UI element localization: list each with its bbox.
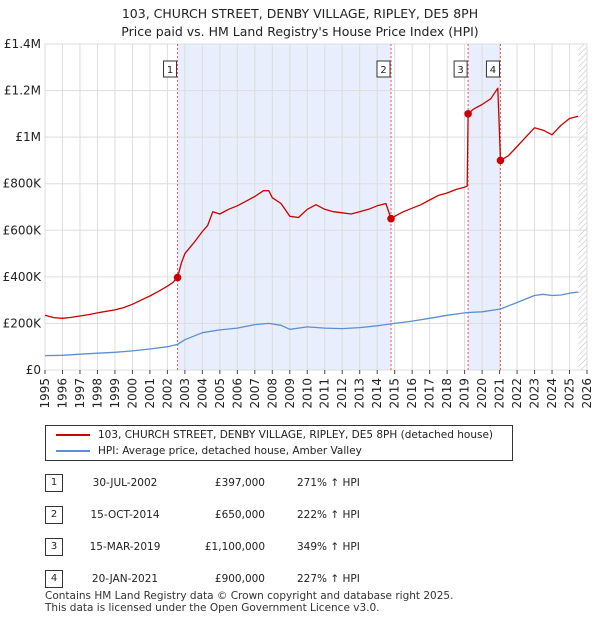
legend-label-property: 103, CHURCH STREET, DENBY VILLAGE, RIPLE… — [98, 429, 494, 441]
y-tick-label: £1M — [15, 130, 41, 144]
sale-number: 1 — [45, 474, 63, 492]
y-tick-label: £1.4M — [4, 37, 41, 51]
sale-row: 1 30-JUL-2002 £397,000 271% ↑ HPI — [45, 474, 465, 494]
legend-label-hpi: HPI: Average price, detached house, Ambe… — [98, 445, 362, 457]
sale-row: 4 20-JAN-2021 £900,000 227% ↑ HPI — [45, 570, 465, 590]
legend-swatch-hpi — [56, 450, 90, 452]
sale-row: 3 15-MAR-2019 £1,100,000 349% ↑ HPI — [45, 538, 465, 558]
sale-price: £900,000 — [214, 573, 265, 585]
x-tick-label: 2007 — [248, 378, 262, 409]
sale-price: £397,000 — [214, 477, 265, 489]
sale-number: 2 — [45, 506, 63, 524]
sale-marker-box — [453, 60, 468, 78]
x-tick-label: 2012 — [335, 378, 349, 409]
y-tick-label: £400K — [3, 270, 43, 284]
price-chart: 1 2 3 4 £0 £200K £400K £600K £800K £1M £1.2M £1.4M… — [3, 37, 594, 409]
y-tick-label: £800K — [3, 177, 43, 191]
x-tick-label: 2025 — [563, 378, 577, 409]
sale-marker-box — [485, 60, 500, 78]
x-tick-label: 2019 — [458, 378, 472, 409]
y-tick-label: £0 — [26, 363, 41, 377]
ownership-period-shade — [177, 44, 392, 370]
x-tick-label: 2008 — [265, 378, 279, 409]
footer-line-2: This data is licensed under the Open Gov… — [45, 602, 380, 614]
sale-price: £650,000 — [214, 509, 265, 521]
sale-marker-label: 2 — [380, 65, 386, 76]
legend: 103, CHURCH STREET, DENBY VILLAGE, RIPLE… — [45, 425, 513, 461]
y-tick-label: £1.2M — [4, 84, 41, 98]
x-tick-label: 2003 — [178, 378, 192, 409]
y-tick-label: £200K — [3, 316, 43, 330]
title-line-1: 103, CHURCH STREET, DENBY VILLAGE, RIPLE… — [121, 6, 479, 21]
sale-hpi-change: 227% ↑ HPI — [297, 573, 360, 585]
sale-price: £1,100,000 — [204, 541, 265, 553]
x-tick-label: 1998 — [90, 378, 104, 409]
sale-date: 20-JAN-2021 — [91, 573, 159, 585]
ownership-period-shade — [468, 44, 501, 370]
chart-title: 103, CHURCH STREET, DENBY VILLAGE, RIPLE… — [0, 5, 600, 41]
sale-marker-box — [376, 60, 391, 78]
x-tick-label: 2026 — [580, 378, 594, 409]
footer-line-1: Contains HM Land Registry data © Crown c… — [45, 590, 454, 602]
x-tick-label: 2009 — [283, 378, 297, 409]
x-tick-label: 2014 — [370, 378, 384, 409]
x-tick-label: 2017 — [423, 378, 437, 409]
sale-date: 15-OCT-2014 — [90, 509, 160, 521]
sale-point — [464, 110, 472, 118]
sale-marker-label: 1 — [167, 65, 173, 76]
sale-hpi-change: 271% ↑ HPI — [297, 477, 360, 489]
property-price-line — [44, 87, 579, 319]
sale-marker-label: 4 — [490, 65, 496, 76]
hpi-line — [44, 291, 579, 357]
x-tick-label: 2020 — [475, 378, 489, 409]
future-hatch — [578, 44, 587, 370]
x-tick-label: 2002 — [160, 378, 174, 409]
legend-item-hpi: HPI: Average price, detached house, Ambe… — [56, 443, 362, 459]
sale-point — [387, 214, 395, 223]
x-tick-label: 2004 — [195, 378, 209, 409]
x-tick-label: 2015 — [388, 378, 402, 409]
x-tick-label: 2013 — [353, 378, 367, 409]
sale-hpi-change: 349% ↑ HPI — [297, 541, 360, 553]
x-tick-label: 2011 — [318, 378, 332, 409]
sale-date: 30-JUL-2002 — [92, 477, 158, 489]
x-tick-label: 2005 — [213, 378, 227, 409]
sale-point — [496, 156, 505, 165]
x-tick-label: 2006 — [230, 378, 244, 409]
x-tick-label: 2018 — [440, 378, 454, 409]
x-tick-label: 2016 — [405, 378, 419, 409]
sale-number: 3 — [45, 538, 63, 556]
x-tick-label: 2023 — [528, 378, 542, 409]
x-tick-label: 2010 — [300, 378, 314, 409]
sale-marker-label: 3 — [457, 65, 463, 76]
sale-point — [173, 273, 182, 282]
y-tick-label: £600K — [3, 223, 43, 237]
x-tick-label: 2001 — [143, 378, 157, 409]
x-tick-label: 1997 — [73, 378, 87, 409]
x-tick-label: 2000 — [125, 378, 139, 409]
legend-item-property: 103, CHURCH STREET, DENBY VILLAGE, RIPLE… — [56, 427, 493, 443]
footer: Contains HM Land Registry data © Crown c… — [45, 590, 453, 614]
title-line-2: Price paid vs. HM Land Registry's House … — [121, 24, 479, 39]
x-tick-label: 1996 — [55, 378, 69, 409]
x-tick-label: 1999 — [108, 378, 122, 409]
legend-swatch-property — [56, 434, 90, 436]
sale-date: 15-MAR-2019 — [89, 541, 161, 553]
sale-row: 2 15-OCT-2014 £650,000 222% ↑ HPI — [45, 506, 465, 526]
x-tick-label: 2024 — [545, 378, 559, 409]
x-tick-label: 1995 — [38, 378, 52, 409]
sale-number: 4 — [45, 570, 63, 588]
x-tick-label: 2021 — [493, 378, 507, 409]
sale-marker-box — [163, 60, 178, 78]
x-tick-label: 2022 — [510, 378, 524, 409]
sale-hpi-change: 222% ↑ HPI — [297, 509, 360, 521]
